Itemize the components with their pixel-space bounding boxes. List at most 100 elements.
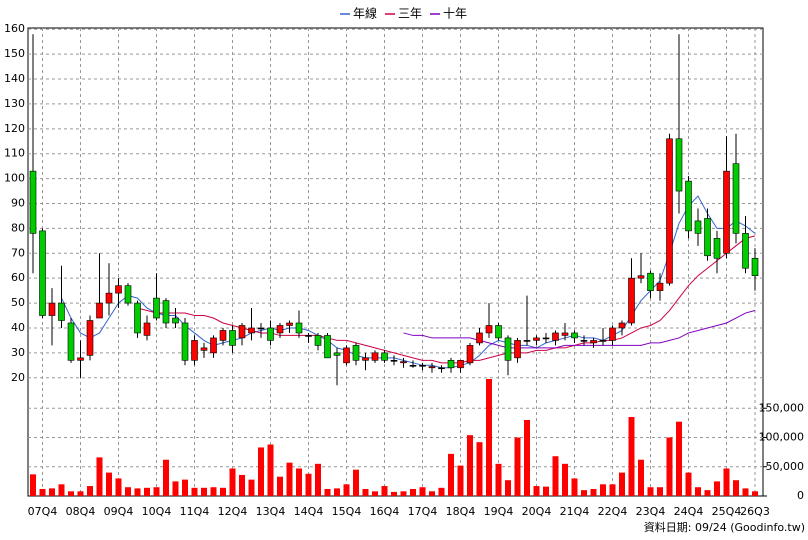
candle-body (485, 325, 493, 334)
candle-body (58, 302, 65, 321)
volume-bar (30, 474, 36, 496)
volume-bar (666, 437, 673, 496)
volume-bar (343, 484, 350, 496)
legend-label: 十年 (443, 7, 467, 21)
candle-body (229, 330, 236, 346)
volume-bar (647, 487, 654, 496)
candle-body (362, 357, 369, 361)
candle-body (428, 366, 436, 369)
plot-frame (27, 27, 764, 497)
x-tick-label: 22Q4 (598, 505, 628, 518)
candle-body (200, 347, 208, 351)
volume-bar (153, 487, 160, 496)
volume-bar (258, 447, 264, 496)
volume-bar (676, 421, 682, 496)
volume-bar (533, 486, 540, 496)
candle-body (267, 327, 274, 341)
y2-tick-label: 100,000 (759, 431, 805, 444)
legend-label: 三年 (398, 7, 422, 21)
candle-body (162, 300, 170, 324)
candle-body (495, 325, 502, 339)
candle-body (381, 352, 388, 361)
candle-body (514, 340, 521, 359)
x-tick-label: 11Q4 (180, 505, 210, 518)
volume-bar (514, 437, 521, 496)
volume-bar (277, 476, 283, 496)
volume-bar (467, 435, 473, 496)
volume-bar (334, 488, 340, 496)
volume-bar (381, 486, 388, 496)
volume-bar (714, 481, 720, 496)
candle-body (438, 367, 445, 370)
volume-bar (562, 463, 568, 496)
volume-bar (115, 478, 122, 496)
candle-body (172, 317, 179, 324)
candle-body (504, 337, 512, 361)
volume-bar (476, 442, 483, 496)
y-tick-label: 90 (11, 197, 25, 210)
y2-tick-label: 50,000 (766, 460, 805, 473)
candle-body (400, 361, 407, 364)
x-tick-label: 21Q4 (560, 505, 590, 518)
x-tick-label: 24Q4 (674, 505, 704, 518)
volume-bar (87, 486, 93, 496)
candle-body (96, 302, 103, 319)
volume-bar (267, 444, 274, 496)
candle-body (685, 180, 692, 232)
volume-bar (581, 490, 587, 496)
y-tick-label: 30 (11, 346, 25, 359)
candle-body (210, 337, 217, 354)
candle-body (286, 322, 293, 326)
volume-bar (125, 487, 131, 496)
candle-body (637, 275, 645, 279)
volume-bar (362, 488, 369, 496)
x-tick-label: 19Q4 (484, 505, 514, 518)
candle-body (561, 332, 569, 336)
candle-body (238, 325, 246, 339)
volume-bar (220, 487, 226, 496)
volume-bar (657, 487, 663, 496)
candle-body (409, 365, 417, 367)
candle-body (704, 218, 711, 257)
candle-body (333, 352, 341, 356)
candle-body (419, 365, 426, 367)
x-tick-label: 13Q4 (256, 505, 286, 518)
candle-body (124, 285, 132, 304)
candle-body (115, 285, 122, 294)
candle-body (181, 322, 189, 361)
volume-bar (742, 488, 749, 496)
y-tick-label: 120 (4, 122, 25, 135)
candle-body (571, 332, 578, 339)
candle-body (542, 337, 550, 340)
volume-bar (600, 484, 606, 496)
volume-bar (77, 491, 84, 496)
x-tick-label: 23Q4 (636, 505, 666, 518)
y-tick-label: 130 (4, 97, 25, 110)
y-tick-label: 40 (11, 321, 25, 334)
volume-bar (324, 488, 331, 496)
candle-body (599, 340, 607, 342)
y-tick-label: 140 (4, 72, 25, 85)
volume-bar (495, 463, 502, 496)
candle-body (552, 332, 559, 341)
volume-bar (391, 491, 397, 496)
volume-bar (353, 469, 359, 496)
candle-body (457, 360, 464, 369)
ma-line (403, 310, 756, 349)
volume-bar (49, 488, 55, 496)
candle-body (694, 220, 702, 234)
volume-bar (733, 480, 739, 496)
volume-bar (638, 459, 644, 496)
volume-bar (695, 487, 701, 496)
y-tick-label: 80 (11, 221, 25, 234)
volume-bar (505, 480, 511, 496)
candle-body (523, 340, 531, 342)
volume-bar (457, 465, 464, 496)
candle-body (713, 238, 721, 259)
x-tick-label: 08Q4 (66, 505, 96, 518)
volume-bar (419, 487, 426, 496)
candle-body (751, 257, 759, 276)
candle-body (618, 322, 626, 329)
